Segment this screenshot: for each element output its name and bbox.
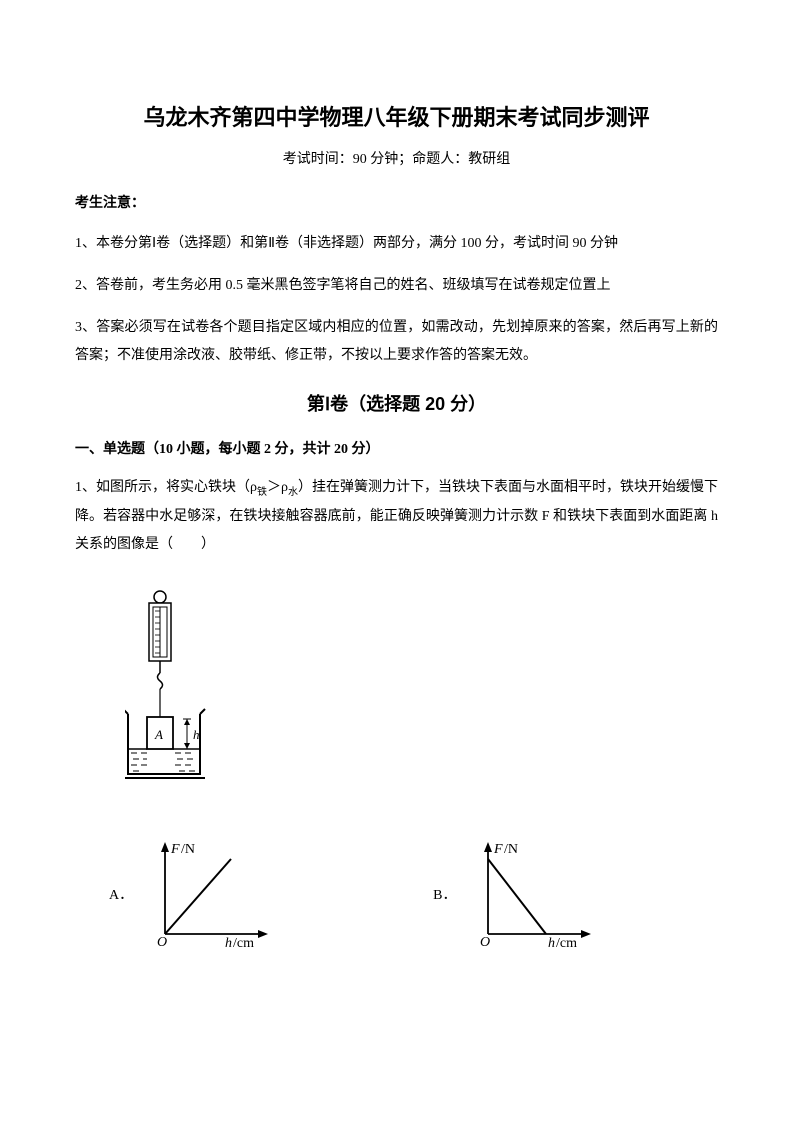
option-a: A． F /N O h /cm bbox=[109, 839, 283, 949]
svg-text:/N: /N bbox=[181, 842, 195, 857]
subsection-title: 一、单选题（10 小题，每小题 2 分，共计 20 分） bbox=[75, 438, 718, 458]
exam-title: 乌龙木齐第四中学物理八年级下册期末考试同步测评 bbox=[75, 100, 718, 132]
option-b-label: B． bbox=[433, 884, 456, 904]
exam-subtitle: 考试时间：90 分钟；命题人：教研组 bbox=[75, 148, 718, 168]
section-title: 第Ⅰ卷（选择题 20 分） bbox=[75, 390, 718, 416]
q1-text-2: ＞ρ bbox=[267, 480, 288, 495]
svg-text:F: F bbox=[170, 842, 180, 857]
notice-item-3: 3、答案必须写在试卷各个题目指定区域内相应的位置，如需改动，先划掉原来的答案，然… bbox=[75, 314, 718, 370]
q1-sub-1: 铁 bbox=[257, 487, 267, 498]
option-a-label: A． bbox=[109, 884, 133, 904]
svg-text:O: O bbox=[480, 935, 490, 949]
svg-text:O: O bbox=[157, 935, 167, 949]
svg-text:/cm: /cm bbox=[556, 936, 577, 949]
apparatus-figure: A h bbox=[125, 589, 718, 799]
graph-a: F /N O h /cm bbox=[143, 839, 283, 949]
svg-text:/N: /N bbox=[504, 842, 518, 857]
h-label: h bbox=[193, 727, 200, 742]
notice-item-1: 1、本卷分第Ⅰ卷（选择题）和第Ⅱ卷（非选择题）两部分，满分 100 分，考试时间… bbox=[75, 230, 718, 258]
graph-b: F /N O h /cm bbox=[466, 839, 606, 949]
svg-text:/cm: /cm bbox=[233, 936, 254, 949]
block-label: A bbox=[154, 727, 163, 742]
notice-heading: 考生注意： bbox=[75, 192, 718, 212]
svg-text:F: F bbox=[493, 842, 503, 857]
svg-text:h: h bbox=[225, 936, 232, 949]
q1-text-1: 1、如图所示，将实心铁块（ρ bbox=[75, 480, 257, 495]
options-row: A． F /N O h /cm B． bbox=[75, 839, 718, 949]
svg-text:h: h bbox=[548, 936, 555, 949]
q1-sub-2: 水 bbox=[288, 487, 298, 498]
question-text: 1、如图所示，将实心铁块（ρ铁＞ρ水）挂在弹簧测力计下，当铁块下表面与水面相平时… bbox=[75, 474, 718, 559]
notice-item-2: 2、答卷前，考生务必用 0.5 毫米黑色签字笔将自己的姓名、班级填写在试卷规定位… bbox=[75, 272, 718, 300]
option-b: B． F /N O h /cm bbox=[433, 839, 606, 949]
